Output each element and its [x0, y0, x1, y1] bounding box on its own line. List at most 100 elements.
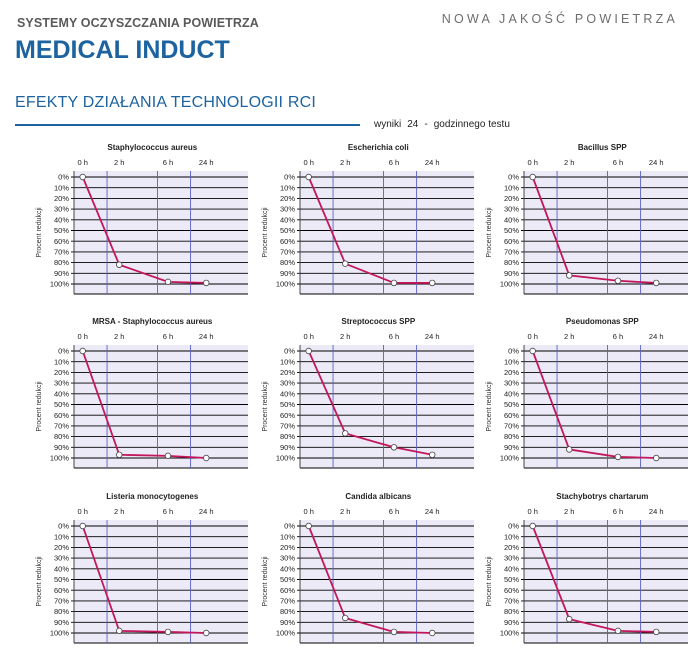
y-tick-label: 40% — [280, 215, 295, 224]
y-axis-label: Procent redukcji — [486, 207, 493, 258]
data-point — [79, 522, 86, 530]
data-point — [614, 453, 622, 461]
x-tick-label: 0 h — [527, 332, 537, 341]
y-tick-label: 100% — [276, 454, 296, 463]
y-tick-label: 70% — [54, 597, 69, 606]
data-point — [529, 347, 536, 355]
y-tick-label: 80% — [280, 607, 295, 616]
data-point — [614, 627, 622, 635]
y-tick-label: 100% — [500, 629, 520, 638]
y-tick-label: 40% — [54, 215, 69, 224]
x-tick-label: 24 h — [199, 507, 214, 516]
x-tick-label: 0 h — [77, 332, 87, 341]
y-tick-label: 30% — [280, 205, 295, 214]
x-tick-label: 6 h — [613, 158, 623, 167]
x-tick-label: 24 h — [199, 332, 214, 341]
data-point — [305, 347, 312, 355]
y-tick-label: 70% — [54, 422, 69, 431]
y-tick-label: 50% — [54, 400, 69, 409]
results-caption: wyniki 24- godzinnego testu — [374, 119, 516, 130]
y-tick-label: 20% — [280, 368, 295, 377]
data-point — [164, 628, 172, 636]
y-tick-label: 0% — [58, 347, 69, 356]
plot-area — [300, 520, 474, 643]
y-tick-label: 50% — [504, 226, 519, 235]
x-tick-label: 2 h — [340, 332, 350, 341]
y-tick-label: 100% — [500, 280, 520, 289]
chart-pseudomonas-spp: Pseudomonas SPP 0% 10% 20% 30% 40% 50% 60% 70% 80… — [480, 314, 688, 482]
slogan: NOWA JAKOŚĆ POWIETRZA — [441, 12, 678, 26]
y-tick-label: 0% — [284, 522, 295, 531]
y-tick-label: 60% — [280, 586, 295, 595]
y-tick-label: 10% — [54, 357, 69, 366]
y-tick-label: 10% — [54, 183, 69, 192]
y-tick-label: 100% — [50, 454, 70, 463]
plot-area — [300, 345, 474, 468]
plot-area — [74, 520, 248, 643]
chart-title: Streptococcus SPP — [341, 317, 415, 326]
y-tick-label: 90% — [280, 443, 295, 452]
chart-svg: Staphylococcus aureus 0%10% 20% 30%40% 50% 60… — [36, 143, 248, 295]
chart-svg: Streptococcus SPP 0%10% 20% 30%40% 50% 60% 70%… — [262, 317, 474, 469]
y-tick-label: 70% — [504, 248, 519, 257]
y-tick-label: 20% — [504, 543, 519, 552]
data-point — [203, 279, 210, 287]
results-number: 24 — [407, 119, 419, 130]
y-tick-label: 100% — [50, 629, 70, 638]
y-tick-label: 100% — [276, 280, 296, 289]
y-tick-label: 90% — [54, 269, 69, 278]
series-line — [307, 176, 433, 284]
y-tick-label: 30% — [54, 205, 69, 214]
data-point — [390, 628, 398, 636]
y-tick-label: 30% — [54, 554, 69, 563]
y-tick-label: 10% — [54, 532, 69, 541]
data-point — [614, 277, 622, 284]
y-tick-label: 10% — [280, 357, 295, 366]
data-point — [342, 260, 349, 267]
chart-title: Bacillus SPP — [578, 143, 628, 152]
y-axis-label: Procent redukcji — [36, 556, 43, 607]
x-tick-label: 2 h — [114, 507, 124, 516]
data-point — [116, 451, 123, 458]
y-tick-label: 60% — [280, 237, 295, 246]
x-tick-label: 24 h — [425, 507, 440, 516]
x-tick-label: 2 h — [114, 332, 124, 341]
x-tick-label: 6 h — [163, 332, 173, 341]
y-tick-label: 0% — [58, 173, 69, 182]
y-tick-label: 50% — [504, 575, 519, 584]
y-tick-label: 0% — [284, 347, 295, 356]
x-tick-label: 0 h — [303, 158, 313, 167]
x-tick-label: 6 h — [389, 158, 399, 167]
y-tick-label: 30% — [504, 554, 519, 563]
y-tick-label: 60% — [54, 586, 69, 595]
y-tick-label: 20% — [504, 368, 519, 377]
chart-bacillus-spp: Bacillus SPP 0% 10% 20% 30% 40% 50% 60% 70% 80% 90… — [480, 140, 688, 308]
data-point — [390, 279, 398, 287]
x-tick-label: 0 h — [527, 158, 537, 167]
x-tick-label: 2 h — [340, 158, 350, 167]
y-tick-label: 60% — [54, 237, 69, 246]
x-tick-label: 0 h — [527, 507, 537, 516]
results-dash: - — [424, 119, 428, 130]
series-line — [531, 176, 657, 284]
series-line — [307, 350, 433, 456]
chart-svg: MRSA - Staphylococcus aureus 0%10% 20% 30%4… — [36, 317, 248, 469]
chart-escherichia-coli: Escherichia coli 0% 10% 20% 30% 40% 50% 60% 70% 8… — [256, 140, 481, 308]
y-tick-label: 30% — [54, 379, 69, 388]
series-line — [531, 350, 657, 459]
section-divider — [15, 124, 360, 126]
x-tick-label: 24 h — [649, 332, 664, 341]
data-point — [305, 522, 312, 530]
y-tick-label: 90% — [504, 618, 519, 627]
y-axis-label: Procent redukcji — [262, 556, 269, 607]
y-tick-label: 80% — [504, 432, 519, 441]
y-tick-label: 10% — [280, 532, 295, 541]
x-tick-label: 6 h — [613, 507, 623, 516]
y-tick-label: 50% — [54, 575, 69, 584]
data-point — [529, 522, 536, 530]
chart-title: Staphylococcus aureus — [107, 143, 197, 152]
data-point — [79, 347, 86, 355]
results-word: wyniki — [374, 119, 402, 130]
y-tick-label: 40% — [504, 564, 519, 573]
y-tick-label: 100% — [500, 454, 520, 463]
